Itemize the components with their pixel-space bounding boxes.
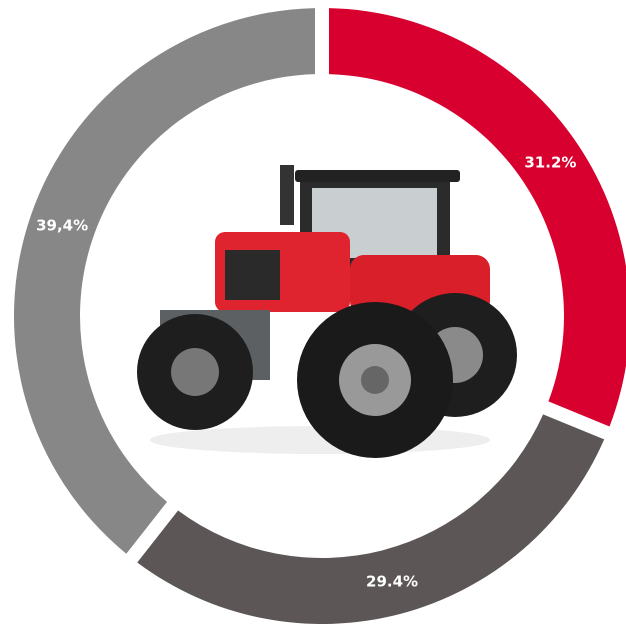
- data-label: 29.4%: [366, 572, 418, 590]
- donut: 31.2% 29.4% 39,4%: [14, 8, 626, 624]
- tractor-image: [137, 165, 517, 458]
- data-label: 39,4%: [36, 217, 88, 235]
- data-label: 31.2%: [524, 153, 576, 171]
- chart: 31.2% 29.4% 39,4%: [0, 0, 626, 625]
